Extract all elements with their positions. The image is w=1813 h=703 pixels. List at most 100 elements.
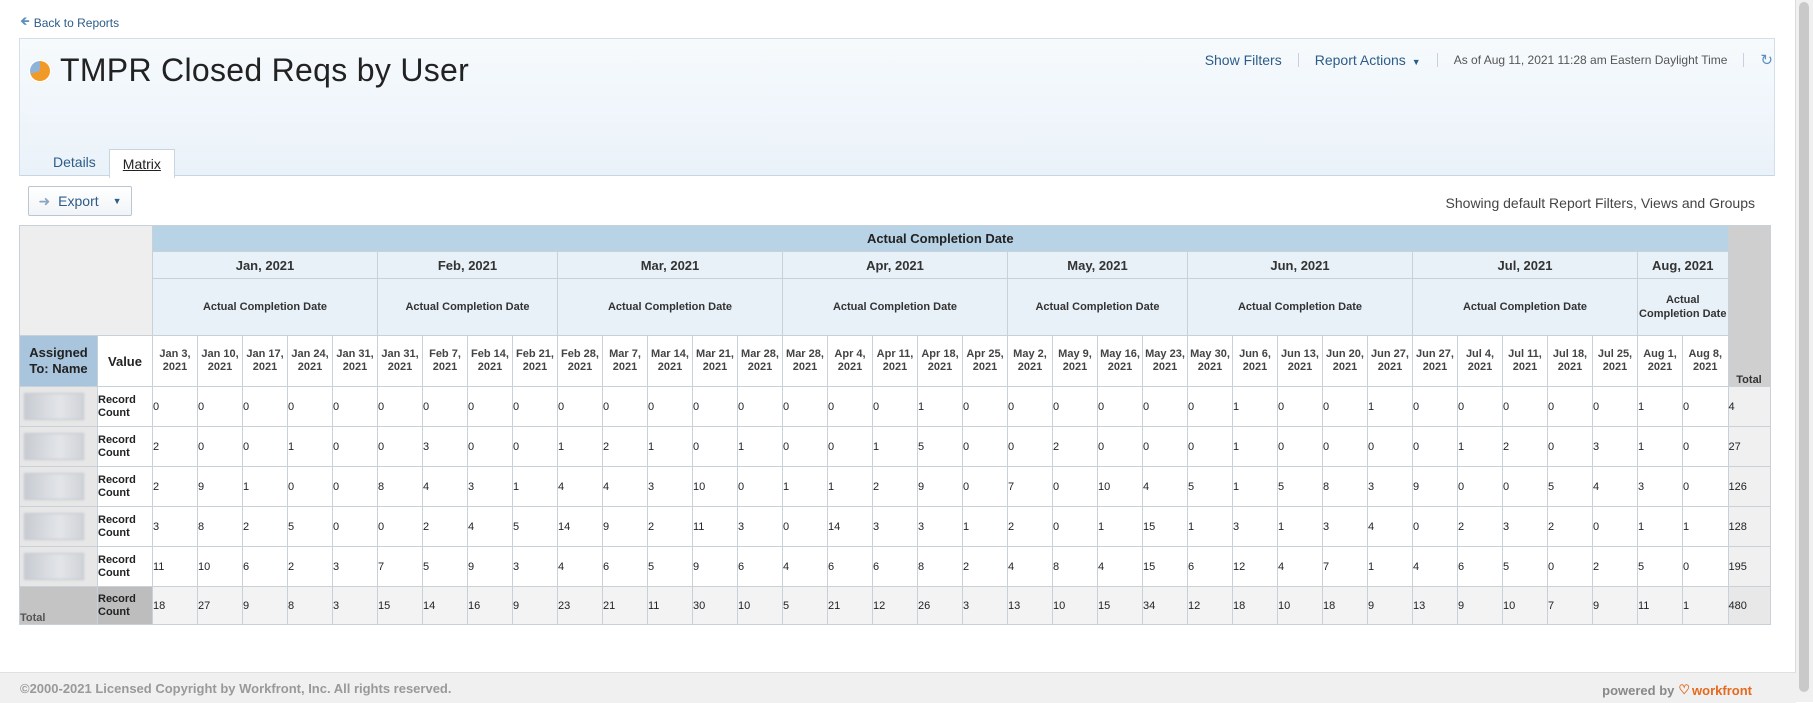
column-total-cell[interactable]: 15 xyxy=(1097,586,1143,625)
tab-details[interactable]: Details xyxy=(53,154,96,170)
count-cell[interactable]: 0 xyxy=(872,386,918,427)
column-total-cell[interactable]: 21 xyxy=(602,586,648,625)
column-total-cell[interactable]: 14 xyxy=(422,586,468,625)
count-cell[interactable]: 1 xyxy=(782,466,828,507)
count-cell[interactable]: 2 xyxy=(1592,546,1638,587)
count-cell[interactable]: 0 xyxy=(1097,426,1143,467)
count-cell[interactable]: 0 xyxy=(377,386,423,427)
count-cell[interactable]: 5 xyxy=(917,426,963,467)
count-cell[interactable]: 0 xyxy=(242,426,288,467)
count-cell[interactable]: 7 xyxy=(1322,546,1368,587)
count-cell[interactable]: 0 xyxy=(1547,386,1593,427)
column-total-cell[interactable]: 9 xyxy=(242,586,288,625)
count-cell[interactable]: 0 xyxy=(1412,426,1458,467)
column-total-cell[interactable]: 8 xyxy=(287,586,333,625)
count-cell[interactable]: 6 xyxy=(602,546,648,587)
count-cell[interactable]: 0 xyxy=(1187,386,1233,427)
count-cell[interactable]: 0 xyxy=(1682,466,1729,507)
count-cell[interactable]: 5 xyxy=(512,506,558,547)
count-cell[interactable]: 9 xyxy=(1412,466,1458,507)
count-cell[interactable]: 0 xyxy=(1457,466,1503,507)
export-button[interactable]: ➜ Export ▼ xyxy=(28,186,132,216)
count-cell[interactable]: 4 xyxy=(422,466,468,507)
count-cell[interactable]: 0 xyxy=(557,386,603,427)
count-cell[interactable]: 0 xyxy=(1682,386,1729,427)
count-cell[interactable]: 0 xyxy=(1682,426,1729,467)
count-cell[interactable]: 14 xyxy=(557,506,603,547)
count-cell[interactable]: 2 xyxy=(1007,506,1053,547)
count-cell[interactable]: 10 xyxy=(1097,466,1143,507)
count-cell[interactable]: 6 xyxy=(827,546,873,587)
count-cell[interactable]: 0 xyxy=(827,426,873,467)
count-cell[interactable]: 3 xyxy=(152,506,198,547)
count-cell[interactable]: 4 xyxy=(782,546,828,587)
count-cell[interactable]: 0 xyxy=(1007,426,1053,467)
count-cell[interactable]: 0 xyxy=(377,426,423,467)
count-cell[interactable]: 1 xyxy=(962,506,1008,547)
count-cell[interactable]: 0 xyxy=(692,426,738,467)
count-cell[interactable]: 0 xyxy=(1052,506,1098,547)
count-cell[interactable]: 8 xyxy=(1052,546,1098,587)
column-total-cell[interactable]: 18 xyxy=(152,586,198,625)
count-cell[interactable]: 0 xyxy=(287,466,333,507)
column-total-cell[interactable]: 10 xyxy=(1502,586,1548,625)
count-cell[interactable]: 0 xyxy=(512,426,558,467)
count-cell[interactable]: 2 xyxy=(152,466,198,507)
count-cell[interactable]: 3 xyxy=(737,506,783,547)
count-cell[interactable]: 1 xyxy=(1232,386,1278,427)
column-total-cell[interactable]: 9 xyxy=(1457,586,1503,625)
column-total-cell[interactable]: 21 xyxy=(827,586,873,625)
column-total-cell[interactable]: 26 xyxy=(917,586,963,625)
count-cell[interactable]: 0 xyxy=(1277,386,1323,427)
count-cell[interactable]: 0 xyxy=(962,426,1008,467)
column-total-cell[interactable]: 10 xyxy=(737,586,783,625)
count-cell[interactable]: 1 xyxy=(1232,466,1278,507)
count-cell[interactable]: 1 xyxy=(1637,386,1683,427)
count-cell[interactable]: 7 xyxy=(377,546,423,587)
count-cell[interactable]: 0 xyxy=(197,426,243,467)
count-cell[interactable]: 2 xyxy=(1052,426,1098,467)
column-total-cell[interactable]: 27 xyxy=(197,586,243,625)
count-cell[interactable]: 0 xyxy=(377,506,423,547)
count-cell[interactable]: 0 xyxy=(602,386,648,427)
column-total-cell[interactable]: 3 xyxy=(332,586,378,625)
count-cell[interactable]: 1 xyxy=(1232,426,1278,467)
count-cell[interactable]: 2 xyxy=(287,546,333,587)
column-total-cell[interactable]: 34 xyxy=(1142,586,1188,625)
count-cell[interactable]: 9 xyxy=(467,546,513,587)
column-total-cell[interactable]: 11 xyxy=(647,586,693,625)
count-cell[interactable]: 0 xyxy=(1412,506,1458,547)
count-cell[interactable]: 3 xyxy=(872,506,918,547)
count-cell[interactable]: 9 xyxy=(692,546,738,587)
count-cell[interactable]: 1 xyxy=(1367,546,1413,587)
count-cell[interactable]: 1 xyxy=(557,426,603,467)
row-total-cell[interactable]: 4 xyxy=(1727,386,1771,427)
count-cell[interactable]: 0 xyxy=(1457,386,1503,427)
count-cell[interactable]: 0 xyxy=(1547,546,1593,587)
count-cell[interactable]: 1 xyxy=(1187,506,1233,547)
count-cell[interactable]: 6 xyxy=(242,546,288,587)
column-total-cell[interactable]: 9 xyxy=(512,586,558,625)
count-cell[interactable]: 0 xyxy=(647,386,693,427)
count-cell[interactable]: 9 xyxy=(917,466,963,507)
count-cell[interactable]: 4 xyxy=(1592,466,1638,507)
count-cell[interactable]: 1 xyxy=(1277,506,1323,547)
count-cell[interactable]: 5 xyxy=(1187,466,1233,507)
count-cell[interactable]: 0 xyxy=(1502,466,1548,507)
count-cell[interactable]: 4 xyxy=(467,506,513,547)
count-cell[interactable]: 4 xyxy=(557,466,603,507)
count-cell[interactable]: 7 xyxy=(1007,466,1053,507)
count-cell[interactable]: 0 xyxy=(692,386,738,427)
count-cell[interactable]: 3 xyxy=(1232,506,1278,547)
count-cell[interactable]: 0 xyxy=(962,386,1008,427)
column-total-cell[interactable]: 9 xyxy=(1367,586,1413,625)
count-cell[interactable]: 0 xyxy=(467,426,513,467)
count-cell[interactable]: 0 xyxy=(1322,426,1368,467)
count-cell[interactable]: 5 xyxy=(647,546,693,587)
count-cell[interactable]: 1 xyxy=(827,466,873,507)
count-cell[interactable]: 0 xyxy=(1142,386,1188,427)
count-cell[interactable]: 3 xyxy=(467,466,513,507)
count-cell[interactable]: 0 xyxy=(152,386,198,427)
grand-total-cell[interactable]: 480 xyxy=(1727,586,1771,625)
count-cell[interactable]: 0 xyxy=(1592,386,1638,427)
